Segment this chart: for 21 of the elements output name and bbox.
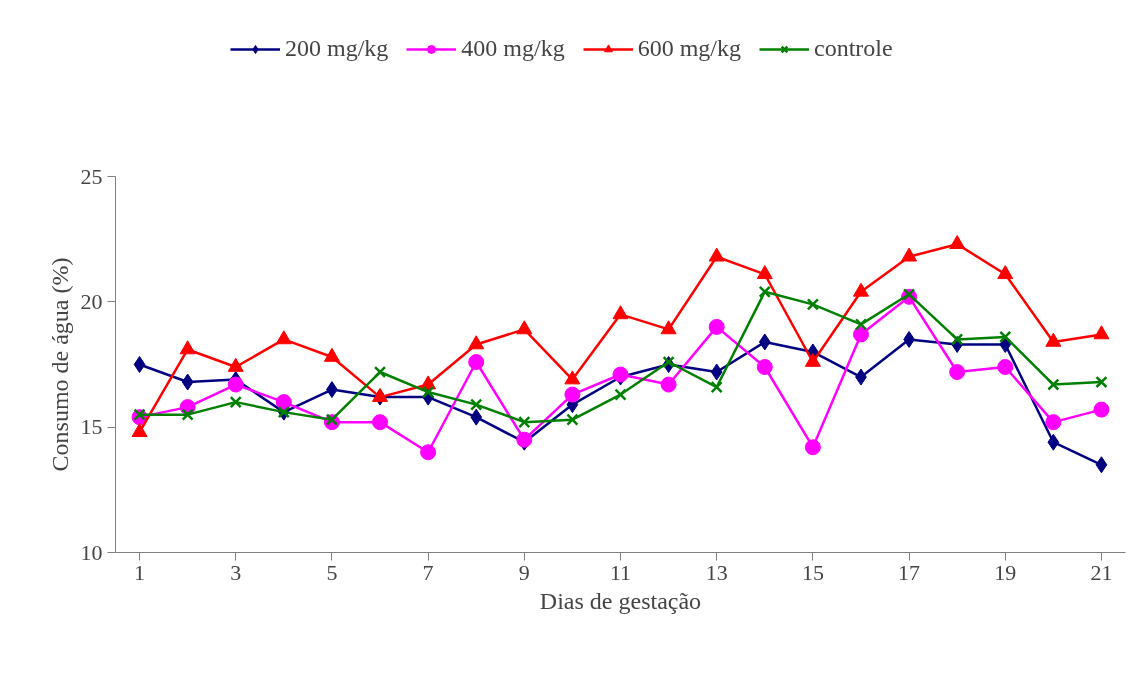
legend-label: controle: [814, 35, 893, 62]
x-tick-label: 13: [705, 559, 728, 585]
x-tick-label: 15: [801, 559, 824, 585]
x-tick-label: 17: [898, 559, 921, 585]
y-tick-label: 10: [80, 539, 103, 565]
legend-label: 400 mg/kg: [461, 35, 565, 62]
legend-label: 600 mg/kg: [637, 35, 742, 62]
x-tick-label: 5: [326, 559, 338, 585]
x-tick-label: 19: [994, 559, 1017, 585]
x-tick-label: 11: [609, 559, 632, 585]
y-tick-label: 15: [80, 414, 103, 440]
x-tick-label: 9: [518, 559, 530, 585]
x-axis-title: Dias de gestação: [539, 587, 702, 614]
y-axis-title: Consumo de água (%): [46, 257, 73, 472]
legend-label: 200 mg/kg: [285, 35, 389, 62]
x-tick-label: 21: [1090, 559, 1113, 585]
y-tick-label: 20: [80, 288, 103, 314]
y-tick-label: 25: [80, 163, 103, 189]
x-tick-label: 3: [230, 559, 242, 585]
x-tick-label: 7: [422, 559, 434, 585]
x-tick-label: 1: [134, 559, 146, 585]
